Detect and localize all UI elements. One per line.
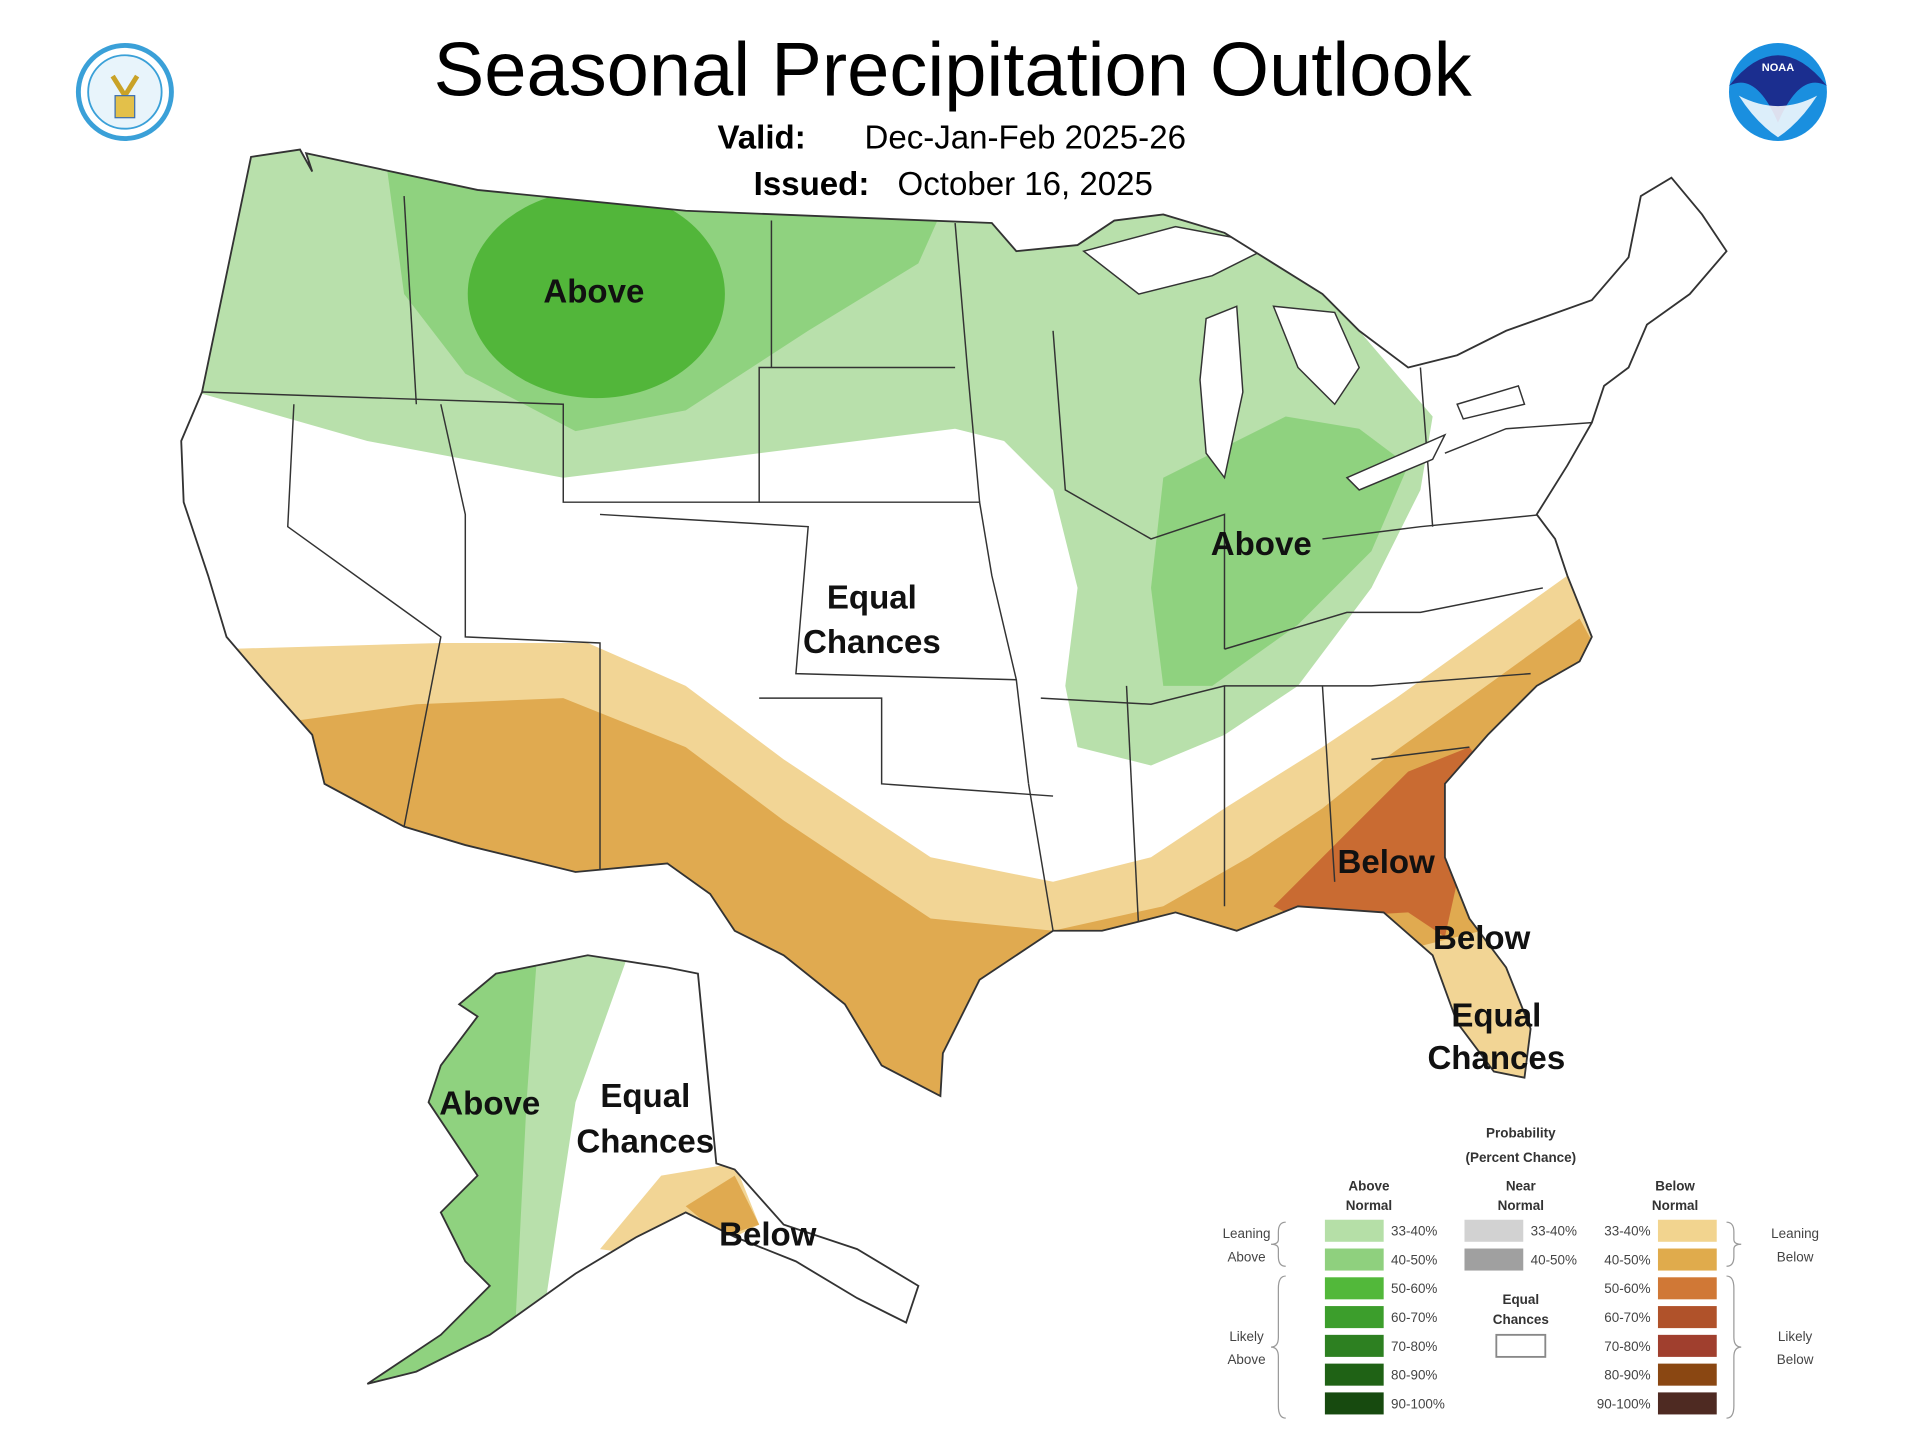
legend-range-near: 33-40% [1531,1224,1577,1239]
label-central-equal: Equal [827,580,917,617]
legend-chances: Chances [1493,1312,1549,1327]
legend-range-below: 40-50% [1604,1252,1650,1267]
brace-likely-above [1270,1275,1286,1419]
legend-range-above: 33-40% [1391,1224,1437,1239]
legend-swatch-above [1324,1334,1384,1357]
legend-swatch-below [1657,1219,1717,1242]
legend-above-header: Above [1348,1178,1390,1193]
great-lakes [1082,225,1526,491]
valid-label: Valid: [718,119,806,156]
legend-range-above: 60-70% [1391,1310,1437,1325]
legend-leaning-above-2: Above [1227,1249,1265,1264]
legend-below-header-2: Normal [1652,1198,1698,1213]
conus-regions [181,149,1727,1097]
legend-swatch-below [1657,1363,1717,1386]
legend-range-below: 70-80% [1604,1339,1650,1354]
legend-swatch-above [1324,1277,1384,1300]
label-alaska-equal: Equal [600,1078,690,1115]
label-alaska-chances: Chances [576,1123,714,1160]
legend-range-below: 80-90% [1604,1368,1650,1383]
legend-likely-above-2: Above [1227,1352,1265,1367]
noaa-logo: NOAA [1728,43,1827,141]
legend-near-header-2: Normal [1498,1198,1544,1213]
region-dark-green [467,189,725,399]
doc-seal-logo [75,43,174,141]
legend-swatch-below [1657,1334,1717,1357]
legend-swatch-above [1324,1306,1384,1329]
legend-range-below: 33-40% [1604,1224,1650,1239]
legend-likely-above: Likely [1229,1329,1264,1344]
legend-leaning-below: Leaning [1771,1226,1819,1241]
legend-near-header: Near [1506,1178,1537,1193]
legend-swatch-above [1324,1392,1384,1415]
brace-leaning-above [1271,1221,1286,1267]
label-alaska-below: Below [719,1216,817,1253]
legend-swatch-below [1657,1392,1717,1415]
legend-swatch-near [1464,1219,1524,1242]
legend-range-below: 50-60% [1604,1281,1650,1296]
legend-swatch-near [1464,1248,1524,1271]
legend-equal: Equal [1502,1292,1539,1307]
label-north-above: Above [543,274,644,311]
legend-range-above: 70-80% [1391,1339,1437,1354]
legend-swatch-below [1657,1277,1717,1300]
legend-range-below: 60-70% [1604,1310,1650,1325]
label-florida-below: Below [1433,920,1531,957]
legend-subtitle: (Percent Chance) [1465,1150,1576,1165]
legend-range-above: 40-50% [1391,1252,1437,1267]
label-florida-equal: Equal [1451,997,1541,1034]
legend-range-above: 50-60% [1391,1281,1437,1296]
legend: Probability (Percent Chance) Above Norma… [1223,1126,1819,1419]
legend-leaning-below-2: Below [1777,1249,1814,1264]
brace-likely-below [1726,1275,1742,1419]
legend-swatch-above [1324,1219,1384,1242]
legend-swatch-below [1657,1248,1717,1271]
alaska-outline [366,954,920,1385]
legend-range-near: 40-50% [1531,1252,1577,1267]
region-medium-green-midwest [1151,416,1409,686]
label-midwest-above: Above [1211,526,1312,563]
legend-swatch-above [1324,1248,1384,1271]
label-central-chances: Chances [803,624,941,661]
legend-range-above: 80-90% [1391,1368,1437,1383]
legend-range-below: 90-100% [1597,1396,1651,1411]
label-florida-chances: Chances [1427,1040,1565,1077]
legend-likely-below-2: Below [1777,1352,1814,1367]
legend-above-header-2: Normal [1346,1198,1392,1213]
legend-likely-below: Likely [1778,1329,1813,1344]
legend-leaning-above: Leaning [1223,1226,1271,1241]
legend-swatch-above [1324,1363,1384,1386]
legend-title: Probability [1486,1126,1556,1141]
issued-value: October 16, 2025 [898,166,1153,203]
legend-range-above: 90-100% [1391,1396,1445,1411]
noaa-logo-text: NOAA [1762,62,1794,74]
legend-below-header: Below [1655,1178,1695,1193]
brace-leaning-below [1726,1221,1742,1267]
page-title: Seasonal Precipitation Outlook [434,28,1473,113]
label-southeast-below: Below [1337,844,1435,881]
issued-label: Issued: [754,166,870,203]
valid-value: Dec-Jan-Feb 2025-26 [864,119,1185,156]
state-borders [202,196,1592,931]
legend-swatch-below [1657,1306,1717,1329]
legend-swatch-equal [1495,1333,1547,1358]
label-alaska-above: Above [439,1085,540,1122]
